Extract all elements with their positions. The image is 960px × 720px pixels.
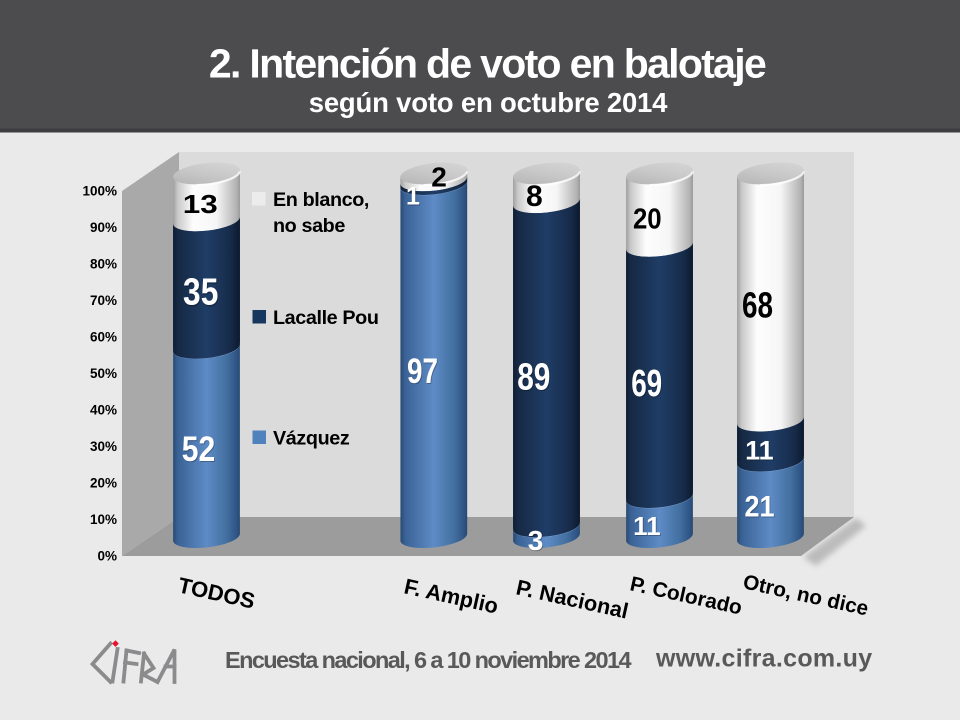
svg-text:70%: 70% [90, 293, 117, 308]
svg-text:69: 69 [632, 364, 663, 406]
svg-text:no sabe: no sabe [273, 215, 345, 237]
svg-text:89: 89 [518, 358, 551, 400]
svg-text:En blanco,: En blanco, [273, 189, 369, 211]
svg-text:11: 11 [634, 512, 662, 542]
svg-text:60%: 60% [90, 330, 117, 345]
svg-text:69: 69 [631, 363, 662, 405]
svg-text:20: 20 [633, 204, 662, 236]
svg-text:89: 89 [517, 356, 550, 398]
svg-text:10%: 10% [90, 512, 117, 527]
svg-text:11: 11 [633, 511, 661, 541]
svg-text:35: 35 [184, 273, 219, 315]
svg-text:3: 3 [529, 526, 545, 557]
svg-text:40%: 40% [90, 403, 117, 418]
svg-text:35: 35 [183, 272, 218, 314]
svg-text:68: 68 [742, 285, 773, 326]
svg-text:13: 13 [183, 189, 218, 219]
svg-text:Lacalle Pou: Lacalle Pou [273, 307, 379, 329]
svg-text:2. Intención de voto en balota: 2. Intención de voto en balotaje [209, 41, 766, 87]
svg-text:97: 97 [407, 352, 438, 391]
svg-text:1: 1 [407, 184, 421, 212]
svg-text:8: 8 [526, 180, 543, 213]
svg-text:11: 11 [746, 437, 775, 467]
svg-text:52: 52 [183, 431, 217, 470]
svg-text:según voto en octubre 2014: según voto en octubre 2014 [309, 87, 668, 118]
svg-text:52: 52 [182, 430, 216, 469]
svg-text:1: 1 [406, 182, 420, 210]
svg-text:Encuesta nacional, 6 a 10 nov: Encuesta nacional, 6 a 10 noviembre 2014 [225, 647, 631, 673]
svg-text:50%: 50% [90, 366, 117, 381]
svg-text:2: 2 [431, 162, 447, 193]
svg-text:30%: 30% [90, 439, 117, 454]
svg-text:97: 97 [408, 353, 439, 392]
svg-text:80%: 80% [90, 257, 117, 272]
svg-text:20%: 20% [90, 476, 117, 491]
svg-text:0%: 0% [97, 549, 117, 564]
svg-text:90%: 90% [90, 220, 117, 235]
svg-text:21: 21 [745, 492, 775, 525]
svg-text:3: 3 [528, 525, 544, 556]
svg-text:21: 21 [744, 491, 774, 524]
svg-text:Vázquez: Vázquez [273, 428, 350, 450]
svg-text:www.cifra.com.uy: www.cifra.com.uy [655, 645, 872, 673]
svg-text:100%: 100% [82, 184, 117, 199]
svg-text:11: 11 [745, 436, 774, 466]
